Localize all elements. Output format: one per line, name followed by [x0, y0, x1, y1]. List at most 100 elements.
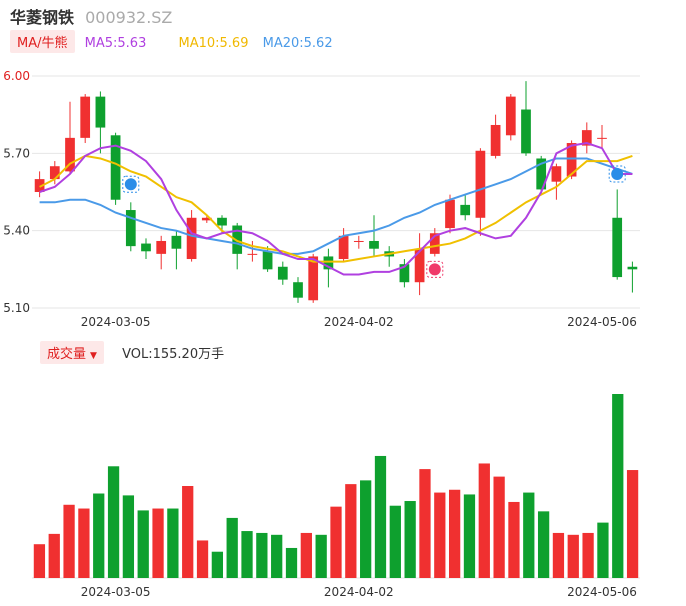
- volume-bar: [360, 480, 372, 578]
- candle-body: [308, 256, 319, 301]
- volume-bar: [285, 547, 298, 578]
- candle-body: [460, 204, 471, 216]
- volume-bar: [300, 532, 312, 578]
- volume-bar: [434, 492, 446, 578]
- ma-legend: MA/牛熊 MA5:5.63 MA10:5.69 MA20:5.62: [10, 30, 333, 53]
- stock-code: 000932.SZ: [85, 8, 173, 27]
- candle-body: [490, 124, 501, 156]
- candle-body: [323, 256, 334, 270]
- candle-body: [125, 210, 136, 247]
- caret-down-icon: ▼: [90, 351, 97, 361]
- volume-bar: [389, 505, 401, 578]
- candle-body: [232, 225, 243, 254]
- stock-title: 华菱钢铁 000932.SZ: [10, 4, 173, 27]
- candle-body: [627, 266, 638, 270]
- candle-body: [536, 158, 547, 190]
- volume-bar: [211, 551, 224, 578]
- candle-body: [597, 137, 607, 139]
- volume-bar: [493, 476, 505, 578]
- candle-body: [49, 166, 60, 180]
- volume-bar: [93, 493, 105, 578]
- ma20-line: [39, 157, 633, 255]
- y-tick-label: 5.40: [3, 224, 30, 238]
- volume-bar: [404, 501, 416, 578]
- candle-body: [399, 264, 410, 283]
- volume-bar: [315, 534, 327, 578]
- candle-body: [293, 282, 303, 298]
- volume-bar: [107, 466, 120, 578]
- candle-body: [566, 143, 577, 177]
- candle-body: [80, 96, 91, 138]
- candle-body: [262, 251, 273, 270]
- candle-body: [581, 130, 592, 146]
- candle-body: [217, 217, 227, 226]
- volume-x-tick-label: 2024-04-02: [324, 585, 394, 599]
- volume-bar: [182, 486, 194, 578]
- volume-bar: [626, 470, 639, 578]
- x-tick-label: 2024-04-02: [324, 315, 394, 329]
- candle-body: [156, 240, 167, 254]
- volume-selector-button[interactable]: 成交量 ▼: [40, 341, 104, 364]
- volume-bar: [152, 508, 164, 578]
- volume-bar: [167, 508, 179, 578]
- ma5-line: [39, 141, 633, 276]
- ma10-legend: MA10:5.69: [178, 36, 249, 51]
- candle-body: [338, 235, 349, 260]
- volume-selector-label: 成交量: [47, 347, 87, 362]
- volume-bar: [33, 544, 46, 578]
- x-tick-label: 2024-05-06: [567, 315, 637, 329]
- candle-body: [277, 266, 288, 280]
- ma20-legend: MA20:5.62: [262, 36, 333, 51]
- volume-bar: [552, 532, 565, 578]
- candle-body: [414, 248, 425, 283]
- volume-legend: 成交量 ▼ VOL:155.20万手: [40, 341, 225, 364]
- candle-body: [551, 166, 562, 182]
- candle-body: [475, 150, 486, 218]
- candle-body: [110, 135, 121, 200]
- volume-bar: [582, 532, 594, 578]
- volume-bar: [78, 508, 90, 578]
- volume-bar: [48, 533, 60, 578]
- volume-bar: [463, 494, 476, 578]
- candle-body: [369, 240, 379, 249]
- candle-body: [521, 109, 531, 154]
- volume-bar: [478, 463, 490, 578]
- signal-frame: [608, 165, 626, 183]
- volume-bar: [419, 469, 431, 578]
- sell-signal-icon: [426, 260, 444, 278]
- candle-body: [612, 217, 623, 278]
- volume-bar: [345, 484, 357, 578]
- candle-body: [186, 217, 197, 260]
- buy-signal-icon: [122, 175, 140, 193]
- y-tick-label: 6.00: [3, 69, 30, 83]
- volume-bar: [226, 517, 238, 578]
- signal-frame: [426, 260, 444, 278]
- y-tick-label: 5.10: [3, 301, 30, 315]
- volume-bar: [537, 511, 550, 578]
- ma5-legend: MA5:5.63: [84, 36, 147, 51]
- candle-body: [141, 243, 151, 252]
- y-tick-label: 5.70: [3, 146, 30, 160]
- ma-selector-button[interactable]: MA/牛熊: [10, 30, 75, 53]
- volume-bar: [196, 540, 209, 578]
- candle-body: [34, 179, 45, 192]
- volume-bar: [271, 534, 283, 578]
- volume-bar: [374, 455, 387, 578]
- volume-bar: [508, 501, 520, 578]
- buy-signal-icon: [608, 165, 626, 183]
- stock-name: 华菱钢铁: [10, 8, 75, 27]
- volume-bar: [256, 532, 268, 578]
- volume-bar: [241, 531, 253, 578]
- volume-value: VOL:155.20万手: [122, 347, 225, 362]
- volume-bar: [63, 504, 75, 578]
- volume-bar: [567, 534, 579, 578]
- candle-body: [201, 217, 212, 221]
- signal-dot: [124, 178, 137, 191]
- candle-body: [353, 240, 364, 242]
- signal-dot: [611, 167, 624, 180]
- volume-bar: [330, 506, 342, 578]
- x-tick-label: 2024-03-05: [81, 315, 151, 329]
- candle-body: [171, 235, 182, 249]
- volume-bar: [612, 394, 624, 578]
